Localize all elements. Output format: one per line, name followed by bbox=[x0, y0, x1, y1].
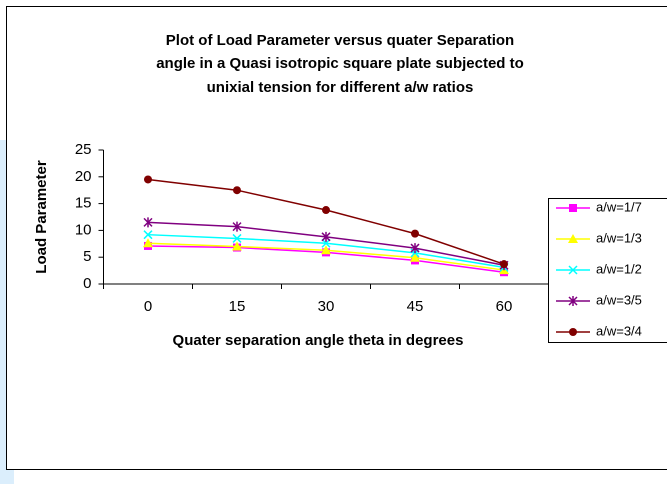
y-tick-label: 25 bbox=[75, 141, 92, 158]
marker bbox=[568, 296, 578, 306]
marker bbox=[233, 186, 241, 195]
marker bbox=[569, 204, 577, 212]
chart-title: Plot of Load Parameter versus quater Sep… bbox=[166, 32, 514, 49]
marker bbox=[321, 238, 331, 248]
x-tick-label: 0 bbox=[144, 298, 152, 315]
legend-label: a/w=3/4 bbox=[596, 323, 642, 338]
marker bbox=[322, 206, 330, 215]
marker bbox=[569, 328, 577, 336]
marker bbox=[410, 252, 420, 262]
marker bbox=[232, 221, 242, 232]
x-tick-label: 60 bbox=[496, 298, 513, 315]
y-tick-label: 20 bbox=[75, 168, 92, 185]
x-axis-title: Quater separation angle theta in degrees bbox=[173, 332, 464, 349]
marker bbox=[144, 175, 152, 184]
chart-title: angle in a Quasi isotropic square plate … bbox=[156, 55, 524, 72]
marker bbox=[143, 238, 153, 248]
marker bbox=[143, 230, 153, 240]
marker bbox=[232, 241, 242, 251]
x-tick-label: 45 bbox=[407, 298, 424, 315]
y-tick-label: 15 bbox=[75, 195, 92, 212]
y-tick-label: 5 bbox=[83, 248, 91, 265]
legend-label: a/w=1/7 bbox=[596, 199, 642, 214]
marker bbox=[143, 217, 153, 228]
marker bbox=[232, 233, 242, 243]
y-tick-label: 0 bbox=[83, 275, 91, 292]
x-tick-label: 15 bbox=[229, 298, 246, 315]
marker bbox=[321, 231, 331, 242]
x-tick-label: 30 bbox=[318, 298, 335, 315]
legend-label: a/w=1/3 bbox=[596, 230, 642, 245]
y-tick-label: 10 bbox=[75, 221, 92, 238]
y-axis-title: Load Parameter bbox=[33, 160, 50, 274]
marker bbox=[500, 260, 508, 269]
marker bbox=[568, 265, 578, 275]
marker bbox=[410, 243, 420, 254]
legend-label: a/w=1/2 bbox=[596, 261, 642, 276]
legend-label: a/w=3/5 bbox=[596, 292, 642, 307]
marker bbox=[568, 234, 578, 243]
marker bbox=[411, 229, 419, 238]
marker bbox=[321, 245, 331, 255]
chart-title: unixial tension for different a/w ratios bbox=[207, 79, 474, 96]
